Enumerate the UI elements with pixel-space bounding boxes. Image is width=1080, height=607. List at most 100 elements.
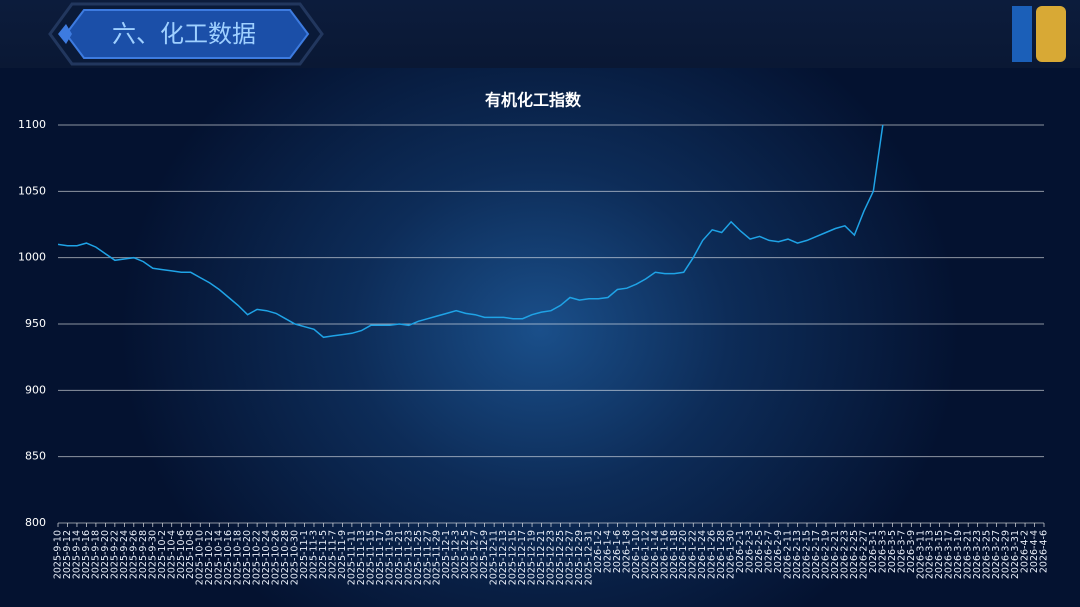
x-tick-label: 2026-3-23 [972,530,983,579]
x-tick-label: 2026-1-14 [650,530,661,579]
x-tick-label: 2025-11-13 [356,530,367,585]
top-bar: 六、化工数据 DB [0,0,1080,68]
x-tick-label: 2025-10-22 [252,530,263,585]
x-tick-label: 2026-2-27 [858,530,869,579]
x-tick-label: 2026-1-16 [659,530,670,579]
x-tick-label: 2025-9-12 [62,530,73,579]
x-tick-label: 2025-9-22 [109,530,120,579]
x-tick-label: 2025-12-3 [451,530,462,579]
x-tick-label: 2026-3-3 [877,530,888,573]
x-tick-label: 2025-12-11 [489,530,500,585]
x-tick-label: 2026-2-5 [754,530,765,573]
line [58,124,884,339]
x-tick-label: 2026-3-21 [963,530,974,579]
x-tick-label: 2026-3-31 [1010,530,1021,579]
x-tick-label: 2026-3-13 [925,530,936,579]
x-tick-label: 2025-10-26 [271,530,282,585]
x-tick-label: 2025-9-28 [138,530,149,579]
x-tick-label: 2025-12-9 [479,530,490,579]
x-tick-label: 2026-1-30 [726,530,737,579]
x-tick-label: 2026-1-8 [621,530,632,573]
x-tick-label: 2025-10-8 [185,530,196,579]
x-tick-label: 2025-10-12 [204,530,215,585]
x-tick-label: 2026-2-19 [820,530,831,579]
x-tick-label: 2025-10-14 [214,530,225,585]
y-tick-label: 850 [25,450,46,463]
x-tick-label: 2026-2-17 [811,530,822,579]
x-tick-label: 2026-1-24 [697,530,708,579]
x-tick-label: 2025-11-25 [413,530,424,585]
x-tick-label: 2025-9-26 [128,530,139,579]
x-tick-label: 2025-11-29 [432,530,443,585]
header-graphics: 六、化工数据 DB [48,2,1066,66]
x-tick-label: 2026-3-27 [991,530,1002,579]
x-tick-label: 2026-1-10 [631,530,642,579]
y-tick-label: 950 [25,317,46,330]
x-tick-label: 2025-10-30 [290,530,301,585]
x-tick-label: 2025-12-15 [508,530,519,585]
x-tick-label: 2025-10-16 [223,530,234,585]
x-tick-label: 2026-3-15 [934,530,945,579]
x-tick-label: 2025-11-15 [365,530,376,585]
x-tick-label: 2025-10-4 [166,530,177,579]
x-tick-label: 2026-1-18 [669,530,680,579]
x-tick-label: 2025-9-30 [147,530,158,579]
x-tick-label: 2026-2-23 [839,530,850,579]
x-tick-label: 2026-4-4 [1029,530,1040,573]
x-tick-label: 2025-12-23 [546,530,557,585]
chart: 有机化工指数 800 850 900 950 1000 1050 1100 2025-9-10… [18,91,1050,586]
x-tick-label: 2025-10-20 [242,530,253,585]
y-tick-label: 800 [25,516,46,529]
x-tick-label: 2026-2-3 [745,530,756,573]
x-tick-label: 2026-1-12 [640,530,651,579]
x-tick-label: 2026-1-28 [716,530,727,579]
x-tick-label: 2025-11-5 [318,530,329,579]
y-tick-label: 1050 [18,184,46,197]
x-tick-label: 2025-11-21 [394,530,405,585]
x-tick-label: 2026-1-2 [593,530,604,573]
x-tick-label: 2026-3-17 [944,530,955,579]
x-tick-label: 2026-2-9 [773,530,784,573]
x-tick-label: 2025-9-10 [53,530,64,579]
banner-deco [58,24,72,44]
x-tick-label: 2025-10-28 [280,530,291,585]
x-tick-label: 2026-2-15 [801,530,812,579]
x-tick-label: 2025-11-11 [346,530,357,585]
x-tick-label: 2025-10-2 [157,530,168,579]
banner [64,9,310,59]
x-tick-label: 2025-10-10 [195,530,206,585]
x-tick-label: 2025-12-19 [527,530,538,585]
x-tick-label: 2025-9-14 [71,530,82,579]
x-tick-label: 2026-4-2 [1020,530,1031,573]
chart-title: 有机化工指数 [485,91,582,110]
x-tick-label: 2025-10-6 [176,530,187,579]
x-tick-label: 2025-12-25 [555,530,566,585]
y-tick-label: 1000 [18,251,46,264]
y-tick-label: 1100 [18,118,46,131]
x-tick-label: 2026-3-7 [896,530,907,573]
x-tick-label: 2026-1-20 [678,530,689,579]
x-tick-label: 2025-12-13 [498,530,509,585]
x-tick-label: 2025-12-17 [517,530,528,585]
x-tick-label: 2026-1-22 [688,530,699,579]
x-tick-label: 2026-3-25 [982,530,993,579]
x-tick-label: 2025-12-27 [564,530,575,585]
x-tick-label: 2025-12-21 [536,530,547,585]
x-tick-label: 2026-3-1 [868,530,879,573]
x-tick-label: 2025-10-24 [261,530,272,585]
x-tick-label: 2026-2-21 [830,530,841,579]
y-tick-label: 900 [25,383,46,396]
x-tick-label: 2025-10-18 [233,530,244,585]
x-tick-label: 2026-4-6 [1039,530,1050,573]
x-tick-label: 2025-12-7 [470,530,481,579]
x-tick-label: 2025-12-31 [583,530,594,585]
x-tick-label: 2025-11-27 [422,530,433,585]
x-tick-label: 2026-2-25 [849,530,860,579]
x-tick-label: 2025-9-16 [81,530,92,579]
x-tick-label: 2025-11-1 [299,530,310,579]
x-tick-label: 2025-9-24 [119,530,130,579]
x-tick-label: 2026-2-11 [783,530,794,579]
x-tick-label: 2026-1-6 [612,530,623,573]
x-tick-label: 2026-3-29 [1001,530,1012,579]
